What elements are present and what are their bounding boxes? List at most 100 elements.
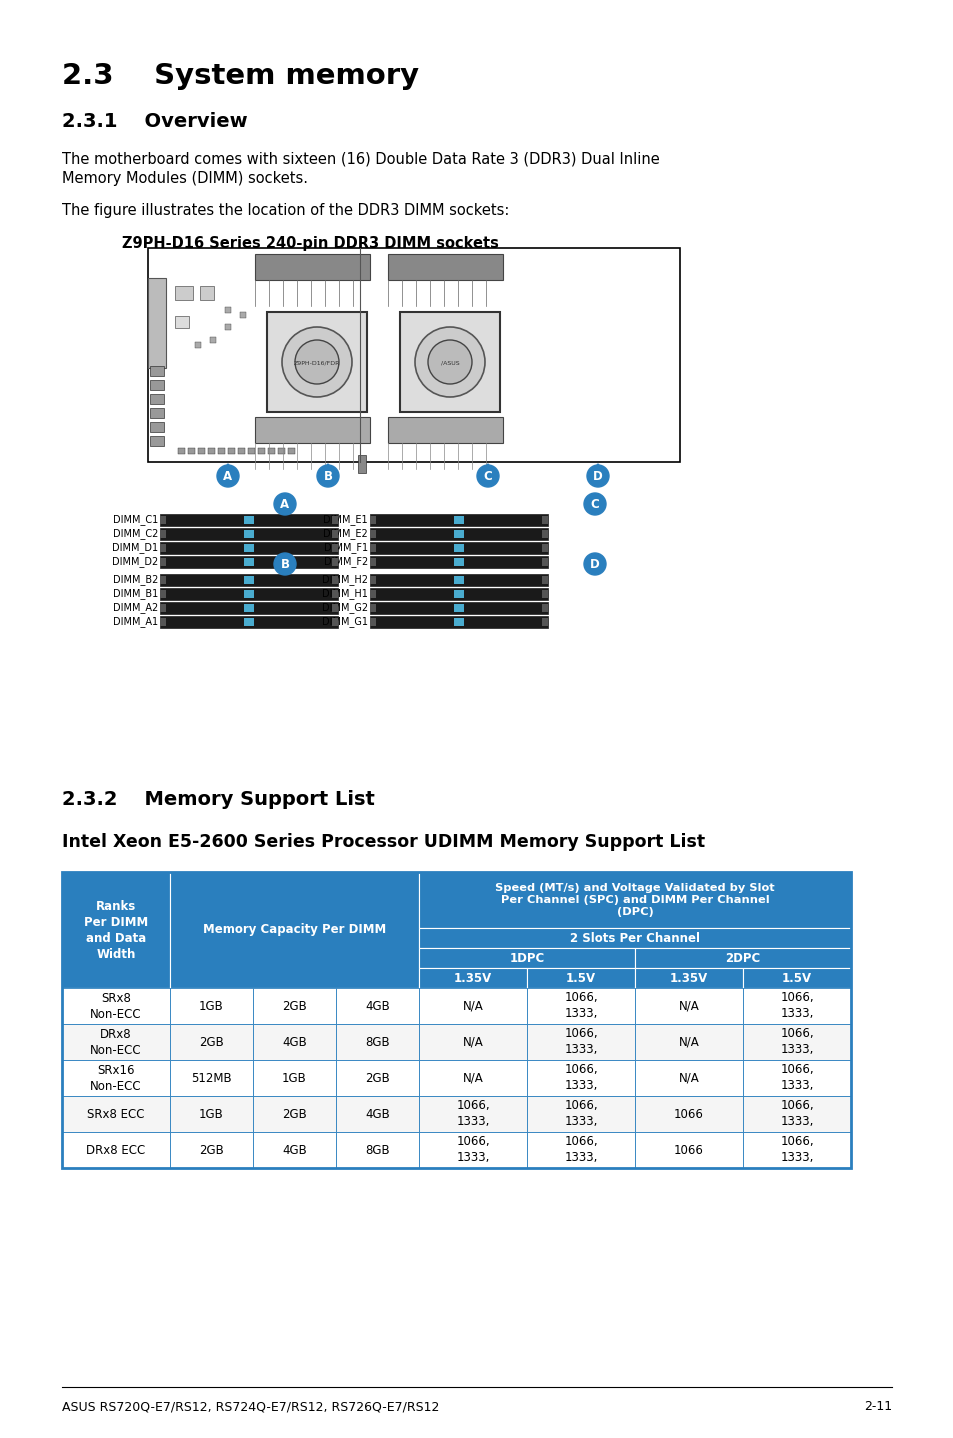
Text: 1066,
1333,: 1066, 1333, xyxy=(563,1028,598,1057)
Bar xyxy=(170,988,253,1024)
Text: DRx8 ECC: DRx8 ECC xyxy=(87,1143,146,1156)
Bar xyxy=(160,557,337,568)
Bar xyxy=(742,1060,850,1096)
Bar xyxy=(370,558,375,567)
Text: DRx8
Non-ECC: DRx8 Non-ECC xyxy=(91,1028,142,1057)
Text: N/A: N/A xyxy=(678,1035,699,1048)
Bar xyxy=(541,577,547,584)
Bar xyxy=(335,1096,418,1132)
Bar xyxy=(160,604,166,613)
Text: 1GB: 1GB xyxy=(199,1107,224,1120)
Bar xyxy=(541,544,547,552)
Bar xyxy=(160,618,166,626)
Bar xyxy=(635,1060,742,1096)
Bar xyxy=(418,1024,526,1060)
Bar xyxy=(148,278,166,368)
Bar xyxy=(160,615,337,628)
Text: 1.35V: 1.35V xyxy=(454,972,492,985)
Bar xyxy=(160,516,166,523)
Text: DIMM_D1: DIMM_D1 xyxy=(112,542,158,554)
Circle shape xyxy=(428,339,472,384)
Text: 2GB: 2GB xyxy=(199,1035,224,1048)
Text: D: D xyxy=(593,469,602,483)
Bar xyxy=(254,417,370,443)
Text: A: A xyxy=(280,498,290,510)
Circle shape xyxy=(274,493,295,515)
Text: 2GB: 2GB xyxy=(282,1107,307,1120)
Bar xyxy=(174,316,189,328)
Bar xyxy=(170,1060,253,1096)
Text: N/A: N/A xyxy=(678,999,699,1012)
Bar xyxy=(541,618,547,626)
Bar xyxy=(370,516,375,523)
Bar xyxy=(253,1096,335,1132)
Text: 1066: 1066 xyxy=(674,1143,703,1156)
Text: 1GB: 1GB xyxy=(199,999,224,1012)
Bar xyxy=(541,558,547,567)
Bar xyxy=(253,1060,335,1096)
Text: 1066,
1333,: 1066, 1333, xyxy=(563,1136,598,1165)
Text: The motherboard comes with sixteen (16) Double Data Rate 3 (DDR3) Dual Inline
Me: The motherboard comes with sixteen (16) … xyxy=(62,152,659,186)
Bar xyxy=(170,1096,253,1132)
Bar xyxy=(240,312,246,318)
Bar xyxy=(541,531,547,538)
Bar xyxy=(150,380,164,390)
Bar xyxy=(370,574,547,587)
Text: The figure illustrates the location of the DDR3 DIMM sockets:: The figure illustrates the location of t… xyxy=(62,203,509,219)
Bar xyxy=(268,449,274,454)
Bar xyxy=(418,1132,526,1168)
Bar xyxy=(150,367,164,375)
Bar xyxy=(335,1024,418,1060)
Bar xyxy=(200,286,213,301)
Text: 1066,
1333,: 1066, 1333, xyxy=(563,1100,598,1129)
Bar xyxy=(454,544,463,552)
Bar xyxy=(332,531,337,538)
Text: DIMM_C1: DIMM_C1 xyxy=(112,515,158,525)
Bar xyxy=(742,1024,850,1060)
Text: N/A: N/A xyxy=(462,999,483,1012)
Text: Ranks
Per DIMM
and Data
Width: Ranks Per DIMM and Data Width xyxy=(84,900,148,961)
Bar xyxy=(418,928,850,948)
Bar xyxy=(454,604,463,613)
Bar xyxy=(454,590,463,598)
Text: SRx8 ECC: SRx8 ECC xyxy=(87,1107,145,1120)
Bar xyxy=(635,1096,742,1132)
Text: 2-11: 2-11 xyxy=(863,1401,891,1414)
Text: Memory Capacity Per DIMM: Memory Capacity Per DIMM xyxy=(203,923,386,936)
Circle shape xyxy=(316,464,338,487)
Bar xyxy=(332,590,337,598)
Bar xyxy=(267,312,367,413)
Text: 2.3    System memory: 2.3 System memory xyxy=(62,62,418,91)
Bar xyxy=(335,1132,418,1168)
Bar xyxy=(208,449,214,454)
Bar xyxy=(277,449,285,454)
Text: B: B xyxy=(280,558,289,571)
Bar xyxy=(454,558,463,567)
Text: N/A: N/A xyxy=(462,1035,483,1048)
Text: 4GB: 4GB xyxy=(282,1143,307,1156)
Text: Speed (MT/s) and Voltage Validated by Slot
Per Channel (SPC) and DIMM Per Channe: Speed (MT/s) and Voltage Validated by Sl… xyxy=(495,883,774,917)
Text: 1066,
1333,: 1066, 1333, xyxy=(780,1136,813,1165)
Text: 2.3.2    Memory Support List: 2.3.2 Memory Support List xyxy=(62,789,375,810)
Bar xyxy=(370,604,375,613)
Bar xyxy=(253,988,335,1024)
Bar xyxy=(160,574,337,587)
Bar xyxy=(62,1132,170,1168)
Bar xyxy=(198,449,205,454)
Circle shape xyxy=(216,464,239,487)
Bar xyxy=(418,871,850,928)
Text: 1066,
1333,: 1066, 1333, xyxy=(456,1100,489,1129)
Bar xyxy=(160,531,166,538)
Text: 1066: 1066 xyxy=(674,1107,703,1120)
Bar xyxy=(253,1024,335,1060)
Text: ASUS RS720Q-E7/RS12, RS724Q-E7/RS12, RS726Q-E7/RS12: ASUS RS720Q-E7/RS12, RS724Q-E7/RS12, RS7… xyxy=(62,1401,439,1414)
Bar xyxy=(160,513,337,526)
Text: 1GB: 1GB xyxy=(282,1071,307,1084)
Bar xyxy=(244,531,253,538)
Text: Z9PH-D16/FDR: Z9PH-D16/FDR xyxy=(294,361,340,365)
Text: 2 Slots Per Channel: 2 Slots Per Channel xyxy=(569,932,700,945)
Bar xyxy=(541,604,547,613)
Bar xyxy=(742,988,850,1024)
Bar xyxy=(150,436,164,446)
Text: 1066,
1333,: 1066, 1333, xyxy=(780,1028,813,1057)
